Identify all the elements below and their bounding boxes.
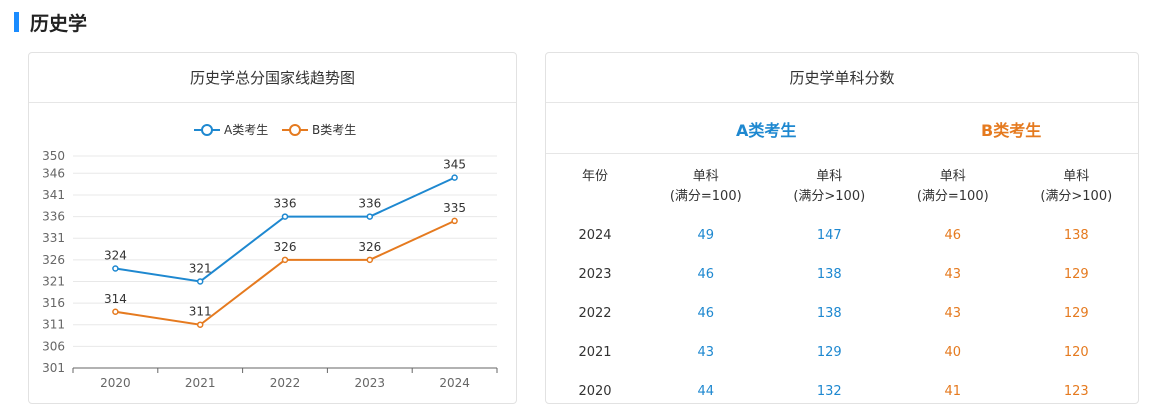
group-a-score-cell: 46 [697,306,715,321]
data-label-a: 324 [104,248,127,262]
table-row: 2024 49 147 46 138 [546,216,1138,255]
year-cell: 2020 [578,384,612,399]
y-tick-label: 346 [42,166,65,180]
group-a-score-cell: 147 [816,228,842,243]
group-a-score-cell: 44 [697,384,715,399]
table-card-title: 历史学单科分数 [546,53,1138,103]
group-b-score-cell: 123 [1063,384,1089,399]
col-header-subject: 单科 (满分>100) [1015,161,1139,216]
data-point-a [451,174,458,181]
col-header-year: 年份 [546,161,644,216]
data-label-b: 335 [443,201,466,215]
table-row: 2023 46 138 43 129 [546,255,1138,294]
series-line-a [115,176,456,283]
data-label-b: 326 [274,240,297,254]
year-cell: 2021 [578,345,612,360]
col-header-line: 单科 [816,169,843,184]
data-point-a [281,213,289,220]
group-b-score-cell: 40 [944,345,962,360]
group-b-score-cell: 43 [944,267,962,282]
x-tick-label: 2021 [185,376,216,390]
section-title: 历史学 [30,13,88,35]
y-tick-label: 341 [42,188,65,202]
col-header-line: (满分=100) [916,189,989,204]
group-a-score-cell: 138 [816,306,842,321]
data-label-b: 311 [189,305,212,319]
data-label-a: 336 [358,197,381,211]
group-a-score-cell: 43 [697,345,715,360]
y-tick-label: 316 [42,296,65,310]
year-cell: 2022 [578,306,612,321]
col-header-line: 单科 [939,169,966,184]
y-tick-label: 306 [42,339,65,353]
group-b-label: B类考生 [981,121,1042,140]
group-a-score-cell: 49 [697,228,715,243]
y-tick-label: 336 [42,210,65,224]
single-subject-card: 历史学单科分数 A类考生 B类考生 年份 单科 (满分=100) 单科 (满分>100)… [545,52,1139,404]
col-header-line: 单科 [1063,169,1090,184]
year-cell: 2023 [578,267,612,282]
col-header-line: (满分>100) [1040,189,1113,204]
trend-chart-card: 历史学总分国家线趋势图 301 306 311 316 321 326 331 336 341 3… [28,52,517,404]
scores-table: 年份 单科 (满分=100) 单科 (满分>100) 单科 (满分=100) 单科 (满分>10… [546,161,1138,411]
year-cell: 2024 [578,228,612,243]
col-header-line: (满分>100) [793,189,866,204]
table-row: 2020 44 132 41 123 [546,372,1138,411]
data-label-b: 314 [104,292,127,306]
legend-marker-b [289,124,301,136]
data-point-a [196,278,204,285]
data-label-a: 345 [443,158,466,172]
data-point-a [366,213,374,220]
legend-label-a: A类考生 [224,123,268,137]
col-header-subject: 单科 (满分=100) [891,161,1015,216]
group-b-score-cell: 120 [1063,345,1089,360]
group-a-score-cell: 46 [697,267,715,282]
col-header-line: (满分=100) [669,189,742,204]
col-header-line: 年份 [581,169,608,184]
y-tick-label: 301 [42,361,65,375]
data-point-b [451,217,458,225]
group-a-score-cell: 138 [816,267,842,282]
group-a-label: A类考生 [736,121,797,140]
x-tick-label: 2020 [100,376,131,390]
legend-marker-a [201,124,213,136]
data-label-a: 321 [189,261,212,275]
data-point-b [112,308,119,316]
table-row: 2022 46 138 43 129 [546,294,1138,333]
x-tick-label: 2024 [439,376,470,390]
group-b-score-cell: 41 [944,384,962,399]
group-a-score-cell: 132 [816,384,842,399]
y-tick-label: 331 [42,231,65,245]
group-b-score-cell: 43 [944,306,962,321]
data-point-b [196,321,204,328]
data-label-b: 326 [358,240,381,254]
legend-label-b: B类考生 [312,123,356,137]
y-tick-label: 321 [42,274,65,288]
data-label-a: 336 [274,197,297,211]
group-b-score-cell: 138 [1063,228,1089,243]
trend-line-chart: 301 306 311 316 321 326 331 336 341 346 350 2020 202… [42,123,498,390]
group-header-row: A类考生 B类考生 [546,103,1138,154]
chart-card-title: 历史学总分国家线趋势图 [29,53,516,103]
col-header-line: 单科 [692,169,719,184]
data-point-b [281,256,289,264]
col-header-subject: 单科 (满分=100) [644,161,768,216]
col-header-subject: 单科 (满分>100) [768,161,892,216]
section-accent-bar [14,12,19,32]
group-b-score-cell: 46 [944,228,962,243]
y-tick-label: 350 [42,149,65,163]
data-point-b [366,256,374,264]
y-tick-label: 311 [42,318,65,332]
y-tick-label: 326 [42,253,65,267]
table-header-row: 年份 单科 (满分=100) 单科 (满分>100) 单科 (满分=100) 单科 (满分>10… [546,161,1138,216]
group-b-score-cell: 129 [1063,267,1089,282]
x-tick-label: 2023 [355,376,386,390]
series-line-b [115,219,456,326]
group-a-score-cell: 129 [816,345,842,360]
x-tick-label: 2022 [270,376,301,390]
table-row: 2021 43 129 40 120 [546,333,1138,372]
data-point-a [112,265,119,272]
group-b-score-cell: 129 [1063,306,1089,321]
